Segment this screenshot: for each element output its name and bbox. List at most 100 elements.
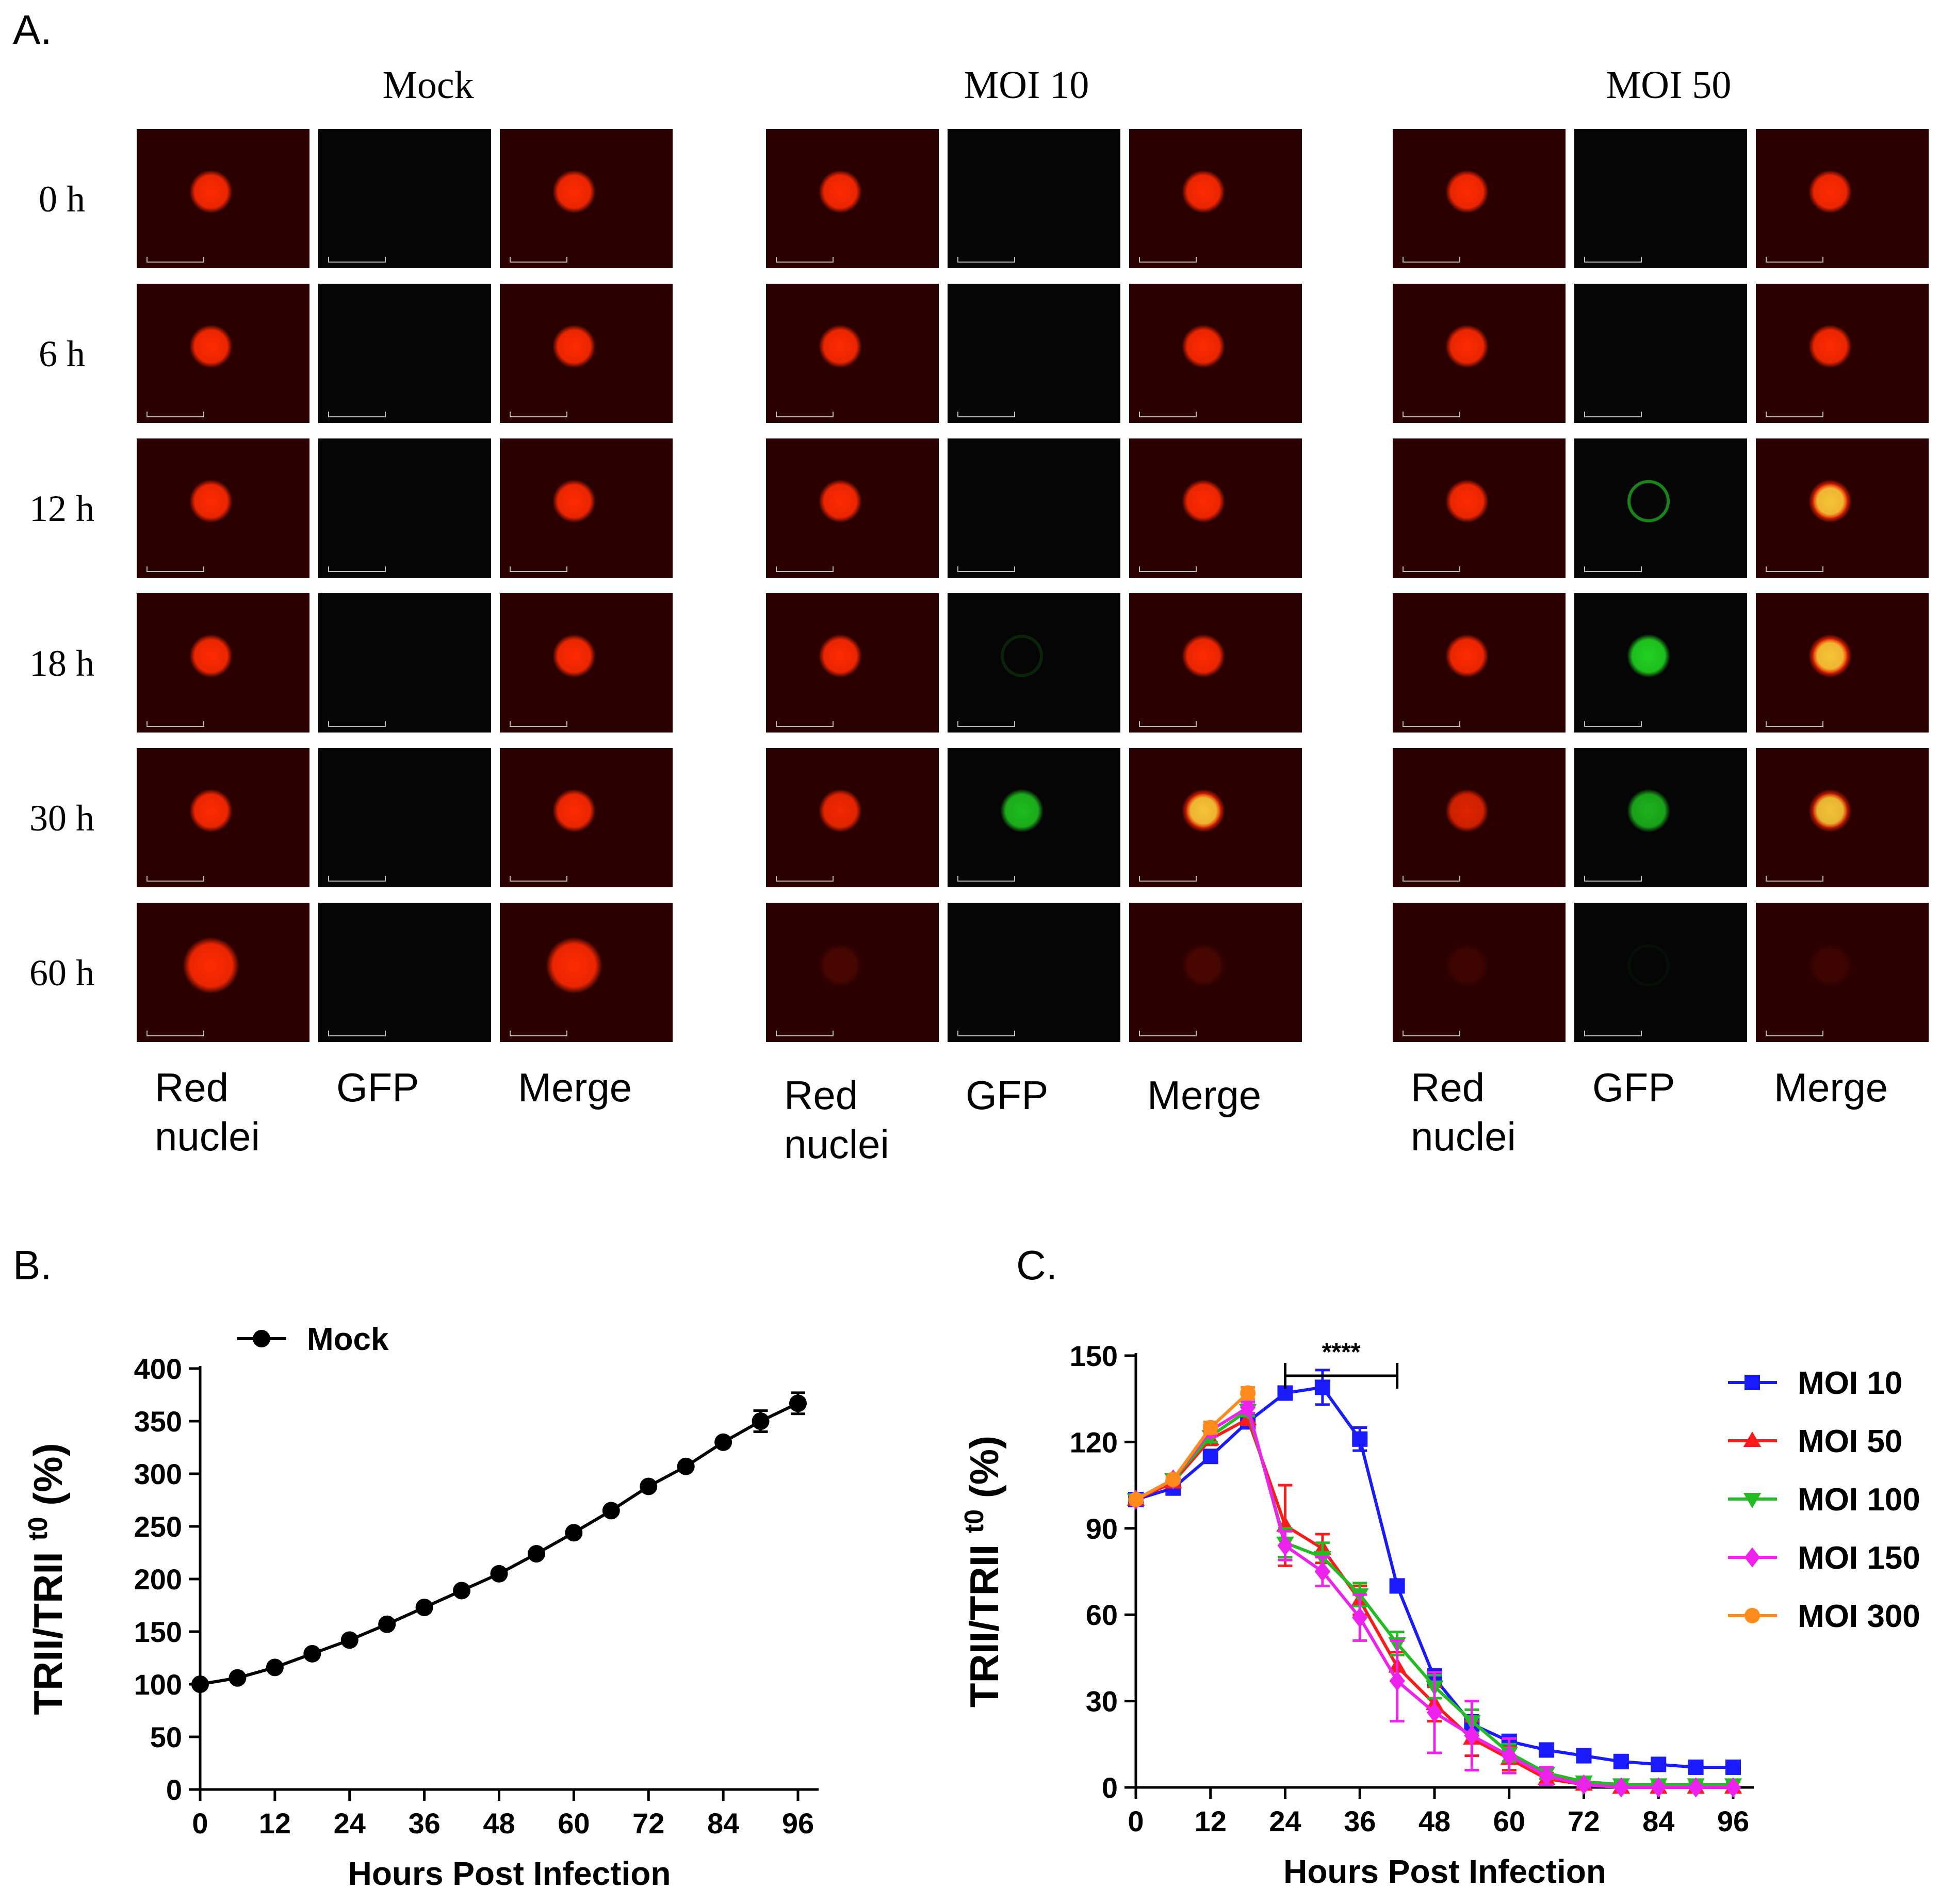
red-nucleus xyxy=(819,943,862,987)
micro-panel-g1-r5-c1 xyxy=(948,903,1120,1042)
gfp-signal xyxy=(1627,634,1671,678)
x-tick-label: 24 xyxy=(1269,1805,1301,1837)
x-axis-label: Hours Post Infection xyxy=(1283,1853,1606,1890)
red-nucleus xyxy=(819,789,862,833)
data-point xyxy=(1202,1449,1218,1464)
x-tick-label: 48 xyxy=(483,1807,515,1840)
data-point xyxy=(1314,1561,1330,1582)
micro-panel-g0-r1-c1 xyxy=(318,284,491,423)
data-point xyxy=(1240,1385,1256,1401)
red-nucleus xyxy=(819,634,862,678)
legend-label: Mock xyxy=(307,1322,389,1357)
channel-label-g2-c2: Merge xyxy=(1774,1065,1888,1110)
data-point xyxy=(1389,1578,1405,1594)
merge-red xyxy=(552,170,596,214)
chart-b: 0 50 100 150 200 250 300 350 400 0 12 24 36 48 60 72 84 9… xyxy=(23,1322,819,1892)
data-point xyxy=(1688,1777,1704,1798)
panel-letter-a: A. xyxy=(13,7,52,53)
scale-bar xyxy=(1584,412,1642,417)
merge-red xyxy=(1808,170,1852,214)
y-tick-label: 0 xyxy=(1102,1771,1118,1804)
gfp-ring xyxy=(1627,944,1670,987)
merge-red xyxy=(1808,943,1852,987)
scale-bar xyxy=(1139,566,1197,572)
scale-bar xyxy=(776,566,834,572)
scale-bar xyxy=(1139,1031,1197,1036)
channel-label-g1-c1: GFP xyxy=(966,1072,1048,1118)
data-point xyxy=(1277,1535,1293,1556)
scale-bar xyxy=(510,876,567,882)
micro-panel-g0-r3-c1 xyxy=(318,593,491,733)
channel-label-g0-c2: Merge xyxy=(518,1065,632,1110)
channel-label-g1-c0: Red nuclei xyxy=(784,1072,889,1167)
y-tick-label: 50 xyxy=(150,1721,182,1753)
red-nucleus xyxy=(183,937,240,994)
group-title-1: MOI 10 xyxy=(964,63,1089,107)
data-point xyxy=(1501,1746,1517,1766)
red-nucleus xyxy=(189,789,233,833)
scale-bar xyxy=(510,1031,567,1036)
micro-panel-g1-r2-c1 xyxy=(948,438,1120,578)
channel-label-line: nuclei xyxy=(784,1121,889,1167)
red-nucleus xyxy=(819,324,862,368)
scale-bar xyxy=(776,721,834,727)
time-label-4: 30 h xyxy=(29,798,94,839)
scale-bar xyxy=(1584,566,1642,572)
merge-red xyxy=(1808,324,1852,368)
scale-bar xyxy=(510,412,567,417)
data-point xyxy=(229,1669,247,1687)
scale-bar xyxy=(776,1031,834,1036)
data-point xyxy=(1613,1777,1629,1798)
scale-bar xyxy=(1403,1031,1460,1036)
merge-red xyxy=(1182,324,1226,368)
group-title-2: MOI 50 xyxy=(1606,63,1732,107)
series-line xyxy=(1135,1392,1249,1501)
scale-bar xyxy=(328,566,386,572)
legend-label: MOI 10 xyxy=(1798,1365,1902,1401)
micro-panel-g1-r3-c1 xyxy=(948,593,1120,733)
data-point xyxy=(1427,1702,1442,1723)
data-point xyxy=(1576,1774,1592,1795)
channel-label-g2-c1: GFP xyxy=(1592,1065,1675,1110)
red-nucleus xyxy=(1445,170,1489,214)
scale-bar xyxy=(1766,1031,1823,1036)
scale-bar xyxy=(1403,257,1460,263)
x-tick-label: 0 xyxy=(1128,1805,1144,1837)
data-point xyxy=(752,1412,770,1430)
data-point xyxy=(1613,1753,1629,1769)
y-tick-label: 300 xyxy=(134,1458,182,1490)
merge-overlap xyxy=(1813,638,1848,674)
y-tick-label: 250 xyxy=(134,1510,182,1543)
x-tick-label: 96 xyxy=(782,1807,814,1840)
scale-bar xyxy=(1766,257,1823,263)
data-point xyxy=(490,1565,508,1583)
micro-panel-g2-r1-c1 xyxy=(1574,284,1747,423)
y-axis-label-unit: (%) xyxy=(25,1443,71,1517)
channel-label-line: Red xyxy=(155,1065,229,1110)
x-tick-label: 24 xyxy=(334,1807,366,1840)
scale-bar xyxy=(957,566,1015,572)
red-nucleus xyxy=(189,634,233,678)
scale-bar xyxy=(1139,257,1197,263)
time-label-5: 60 h xyxy=(29,952,94,994)
merge-overlap xyxy=(1186,793,1221,828)
data-point xyxy=(1539,1766,1555,1786)
group-title-0: Mock xyxy=(382,63,474,107)
scale-bar xyxy=(510,566,567,572)
channel-label-line: Merge xyxy=(518,1065,632,1110)
data-point xyxy=(1651,1777,1667,1798)
x-axis-label: Hours Post Infection xyxy=(348,1855,671,1892)
data-point xyxy=(714,1433,732,1451)
data-point xyxy=(1688,1759,1704,1775)
time-label-0: 0 h xyxy=(39,178,85,220)
merge-red xyxy=(552,634,596,678)
red-nucleus xyxy=(189,170,233,214)
data-point xyxy=(1389,1671,1405,1691)
micro-panel-g0-r0-c1 xyxy=(318,129,491,268)
y-tick-label: 90 xyxy=(1086,1512,1118,1545)
x-tick-label: 96 xyxy=(1717,1805,1749,1837)
merge-red xyxy=(546,937,603,994)
micro-panel-g2-r2-c1 xyxy=(1574,438,1747,578)
